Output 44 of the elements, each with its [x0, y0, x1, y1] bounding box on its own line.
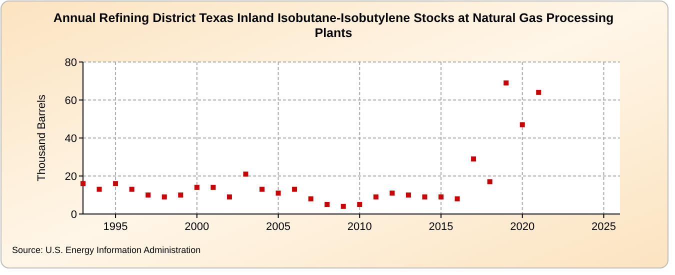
point	[340, 204, 346, 209]
point	[504, 80, 509, 86]
point	[276, 190, 281, 196]
point	[210, 184, 216, 190]
x-tick-label: 2005	[266, 221, 291, 233]
point	[162, 194, 167, 200]
point	[194, 184, 200, 190]
point	[520, 122, 525, 128]
point	[113, 181, 118, 186]
point	[536, 90, 542, 95]
point	[308, 196, 314, 202]
x-tick-label: 2000	[184, 221, 210, 233]
point	[454, 196, 460, 202]
chart-title: Annual Refining District Texas Inland Isobutane-Isobutylene Stocks at Natural Gas Processing Plants	[53, 11, 614, 40]
y-tick-label: 0	[70, 208, 77, 221]
point	[471, 156, 476, 162]
point	[357, 202, 362, 207]
y-axis-title: Thousand Barrels	[36, 94, 48, 182]
point	[487, 179, 492, 184]
point	[373, 194, 378, 200]
point	[129, 186, 134, 192]
x-tick-label: 2025	[591, 221, 616, 233]
y-tick-label: 80	[64, 56, 77, 69]
point	[390, 190, 395, 196]
source-note: Source: U.S. Energy Information Administration	[12, 245, 201, 255]
point	[324, 202, 330, 207]
x-tick-label: 2010	[347, 221, 372, 233]
y-tick-label: 40	[64, 132, 77, 145]
point	[178, 192, 184, 198]
point	[292, 186, 298, 192]
point	[146, 192, 151, 198]
point	[96, 186, 102, 192]
point	[226, 194, 232, 200]
y-tick-label: 20	[64, 170, 77, 183]
point	[243, 172, 248, 177]
point	[422, 194, 428, 200]
point	[260, 186, 264, 192]
x-tick-label: 1995	[103, 221, 128, 233]
y-tick-label: 60	[64, 94, 77, 107]
point	[80, 181, 86, 186]
point	[406, 192, 411, 198]
x-tick-label: 2020	[510, 221, 535, 233]
point	[438, 194, 444, 200]
x-tick-label: 2015	[428, 221, 454, 233]
